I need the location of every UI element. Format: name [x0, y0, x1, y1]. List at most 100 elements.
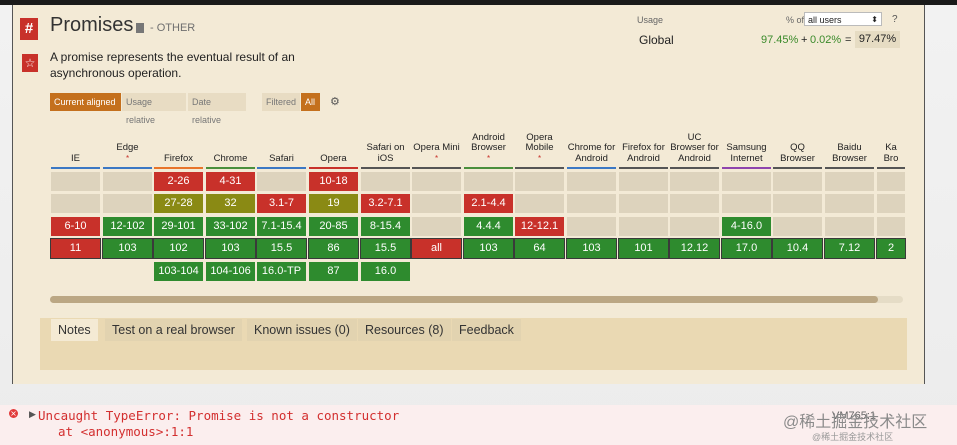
- horizontal-scrollbar[interactable]: [50, 296, 903, 303]
- browser-name: Ka Bro: [883, 142, 899, 164]
- help-icon[interactable]: ?: [892, 14, 898, 25]
- support-cell: [515, 172, 564, 191]
- support-cell: [722, 172, 771, 191]
- support-cell: [773, 217, 822, 236]
- source-link[interactable]: VM765:1: [832, 410, 877, 422]
- browser-header: Safari: [257, 130, 306, 164]
- support-cell[interactable]: 2-26: [154, 172, 203, 191]
- support-cell[interactable]: 20-85: [309, 217, 358, 236]
- support-cell[interactable]: 102: [153, 238, 204, 259]
- support-cell: [412, 217, 461, 236]
- support-cell: [567, 194, 616, 213]
- support-cell: [103, 194, 152, 213]
- browser-header: Edge *: [103, 130, 152, 164]
- support-cell[interactable]: 19: [309, 194, 358, 213]
- feature-description: A promise represents the eventual result…: [50, 50, 295, 80]
- support-cell[interactable]: 10-18: [309, 172, 358, 191]
- browser-color-bar: [670, 167, 719, 169]
- support-cell[interactable]: 7.12: [824, 238, 875, 259]
- support-cell[interactable]: 103: [566, 238, 617, 259]
- star-icon[interactable]: ☆: [22, 54, 38, 72]
- support-cell[interactable]: 16.0-TP: [257, 262, 306, 281]
- browser-name: Safari on iOS: [366, 142, 405, 164]
- browser-header: Opera Mini *: [412, 130, 461, 164]
- support-cell[interactable]: 15.5: [256, 238, 307, 259]
- support-cell[interactable]: 3.2-7.1: [361, 194, 410, 213]
- browser-color-bar: [722, 167, 771, 169]
- partial-percent: 0.02%: [810, 34, 842, 46]
- users-select[interactable]: all users ⬍: [804, 12, 882, 26]
- support-cell[interactable]: 86: [308, 238, 359, 259]
- support-cell: [670, 194, 719, 213]
- support-cell[interactable]: 64: [514, 238, 565, 259]
- support-cell[interactable]: 7.1-15.4: [257, 217, 306, 236]
- support-cell[interactable]: 101: [618, 238, 669, 259]
- support-cell[interactable]: 6-10: [51, 217, 100, 236]
- note-asterisk[interactable]: *: [125, 153, 130, 163]
- support-cell[interactable]: 103: [102, 238, 153, 259]
- browser-color-bar: [154, 167, 203, 169]
- note-asterisk[interactable]: *: [486, 153, 491, 163]
- support-cell: [825, 217, 874, 236]
- support-cell[interactable]: all: [411, 238, 462, 259]
- document-icon: [136, 23, 144, 33]
- tab-known-issues[interactable]: Known issues (0): [247, 319, 357, 341]
- support-cell[interactable]: 29-101: [154, 217, 203, 236]
- region-label: Global: [639, 33, 674, 47]
- support-cell[interactable]: 17.0: [721, 238, 772, 259]
- browser-color-bar: [619, 167, 668, 169]
- tab-test-real-browser[interactable]: Test on a real browser: [105, 319, 242, 341]
- tab-feedback[interactable]: Feedback: [452, 319, 521, 341]
- all-button[interactable]: All: [301, 93, 320, 111]
- usage-relative-button[interactable]: Usage relative: [122, 93, 186, 125]
- browser-color-bar: [877, 167, 905, 169]
- support-cell[interactable]: 11: [50, 238, 101, 259]
- support-cell[interactable]: 32: [206, 194, 255, 213]
- category-label[interactable]: - OTHER: [150, 22, 196, 34]
- support-cell[interactable]: 4.4.4: [464, 217, 513, 236]
- support-cell[interactable]: 103-104: [154, 262, 203, 281]
- support-cell: [722, 194, 771, 213]
- support-cell[interactable]: 12-102: [103, 217, 152, 236]
- support-cell[interactable]: 16.0: [361, 262, 410, 281]
- support-cell: [877, 217, 905, 236]
- support-cell[interactable]: 12-12.1: [515, 217, 564, 236]
- browser-color-bar: [206, 167, 255, 169]
- support-cell[interactable]: 4-16.0: [722, 217, 771, 236]
- support-cell: [825, 194, 874, 213]
- support-cell[interactable]: 3.1-7: [257, 194, 306, 213]
- support-cell[interactable]: 12.12: [669, 238, 720, 259]
- support-cell[interactable]: 33-102: [206, 217, 255, 236]
- browser-color-bar: [51, 167, 100, 169]
- tab-notes[interactable]: Notes: [51, 319, 98, 341]
- browser-header: IE: [51, 130, 100, 164]
- support-cell[interactable]: 104-106: [206, 262, 255, 281]
- scrollbar-thumb[interactable]: [50, 296, 878, 303]
- support-cell[interactable]: 27-28: [154, 194, 203, 213]
- support-cell[interactable]: 103: [205, 238, 256, 259]
- browser-header: Opera Mobile *: [515, 130, 564, 164]
- support-cell[interactable]: 103: [463, 238, 514, 259]
- current-aligned-button[interactable]: Current aligned: [50, 93, 121, 111]
- browser-name: Chrome for Android: [567, 142, 616, 164]
- browser-header: Baidu Browser: [825, 130, 874, 164]
- support-cell[interactable]: 87: [309, 262, 358, 281]
- tab-resources[interactable]: Resources (8): [358, 319, 451, 341]
- devtools-console: [0, 405, 957, 445]
- settings-gear-icon[interactable]: ⚙: [330, 96, 340, 108]
- expand-triangle-icon[interactable]: ▶: [29, 409, 36, 419]
- filtered-button[interactable]: Filtered: [262, 93, 300, 111]
- support-cell[interactable]: 8-15.4: [361, 217, 410, 236]
- support-cell[interactable]: 15.5: [360, 238, 411, 259]
- browser-color-bar: [103, 167, 152, 169]
- date-relative-button[interactable]: Date relative: [188, 93, 246, 125]
- support-cell[interactable]: 4-31: [206, 172, 255, 191]
- note-asterisk[interactable]: *: [537, 153, 542, 163]
- support-cell[interactable]: 2.1-4.4: [464, 194, 513, 213]
- note-asterisk[interactable]: *: [434, 153, 439, 163]
- support-cell[interactable]: 2: [876, 238, 906, 259]
- support-cell[interactable]: 10.4: [772, 238, 823, 259]
- hash-link-icon[interactable]: #: [20, 18, 38, 40]
- support-cell: [412, 194, 461, 213]
- users-select-value: all users: [808, 15, 842, 25]
